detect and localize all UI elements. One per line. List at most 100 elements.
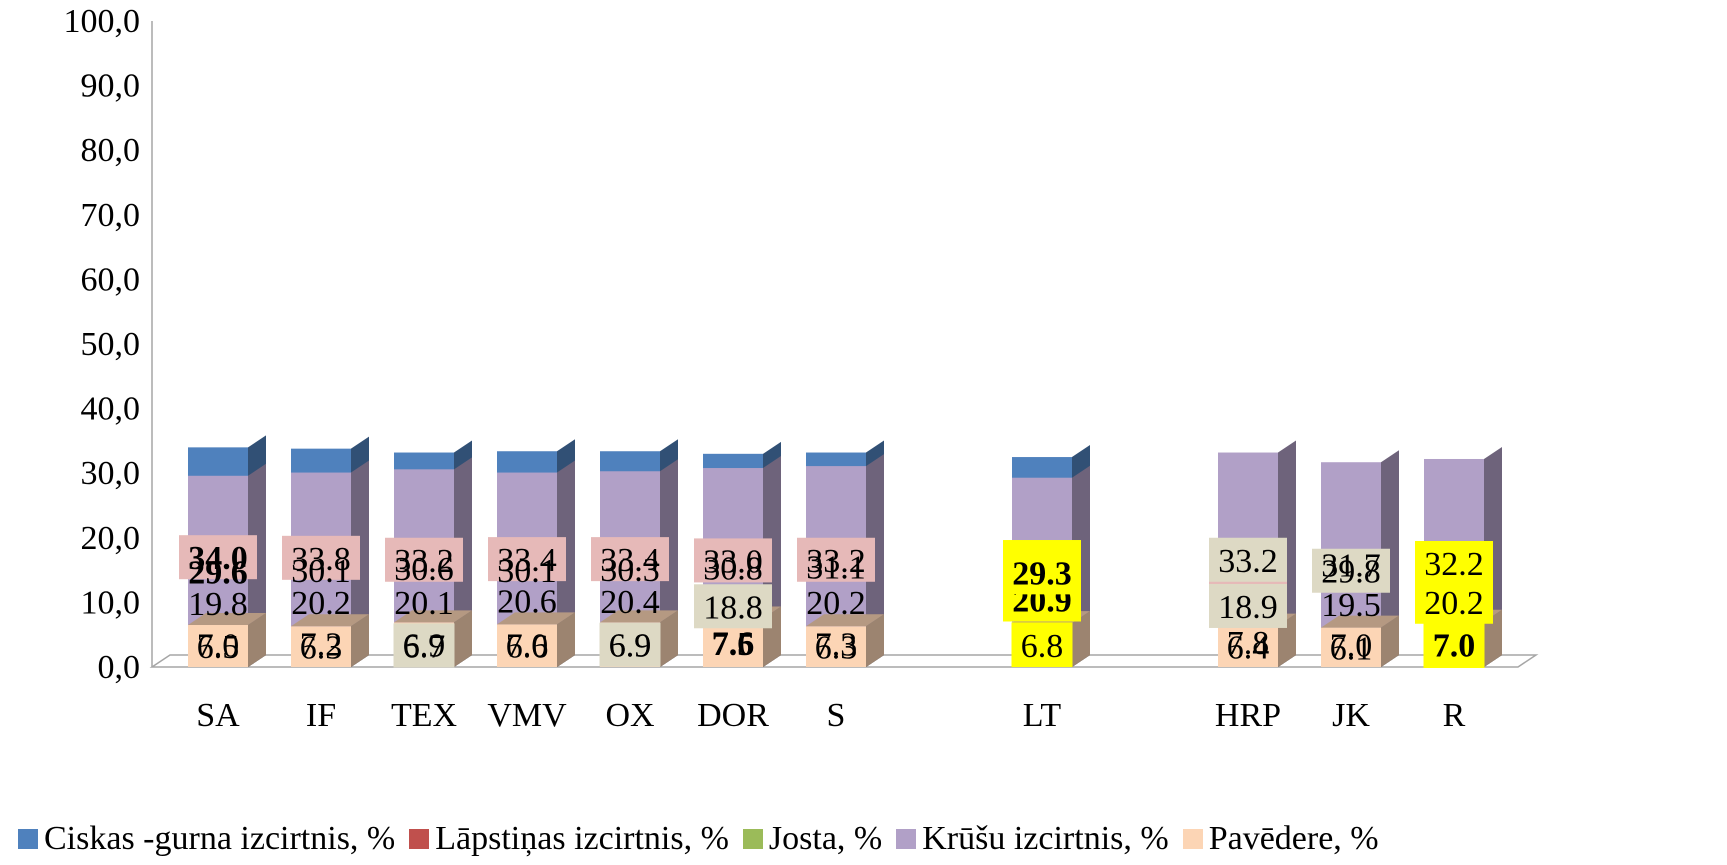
data-label: 6.9 <box>599 622 661 667</box>
bar-segment <box>291 614 369 667</box>
data-label-bg <box>385 537 463 582</box>
data-label-text: 33.2 <box>806 543 866 580</box>
data-label: 30.3 <box>600 552 660 589</box>
data-label-text: 6.4 <box>1227 629 1270 666</box>
bar-segment <box>1321 615 1399 667</box>
data-label-bg <box>1209 537 1287 582</box>
data-label: 6.9 <box>403 628 446 665</box>
data-label: 33.2 <box>1209 537 1287 582</box>
x-category-label: JK <box>1332 697 1370 734</box>
y-tick-label: 100,0 <box>64 3 141 40</box>
data-label-text: 6.1 <box>1330 630 1373 667</box>
data-label: 6.1 <box>1330 630 1373 667</box>
data-label: 6.5 <box>197 629 240 666</box>
x-category-label: LT <box>1023 697 1062 734</box>
data-label-bg <box>393 623 455 668</box>
data-label: 20.2 <box>1415 579 1493 624</box>
data-label-text: 29.6 <box>188 554 248 591</box>
data-label-text: 7.6 <box>712 625 755 662</box>
data-label-text: 30.6 <box>394 551 454 588</box>
data-label-text: 20.4 <box>600 584 660 621</box>
data-label: 7.3 <box>815 626 858 663</box>
data-label-text: 18.8 <box>703 589 763 626</box>
data-label-text: 33.2 <box>394 543 454 580</box>
data-label-text: 30.8 <box>703 551 763 588</box>
data-label: 7.0 <box>197 627 240 664</box>
data-label-text: 33.8 <box>291 541 351 578</box>
data-label-text: 7.0 <box>506 627 549 664</box>
data-label: 20.1 <box>394 585 454 622</box>
legend-item: Pavēdere, % <box>1182 820 1379 858</box>
data-label-text: 30.3 <box>600 552 660 589</box>
data-label: 31.1 <box>806 550 866 587</box>
y-tick-label: 70,0 <box>81 197 141 234</box>
bar-side <box>1072 611 1090 667</box>
data-label-text: 19.5 <box>1321 587 1381 624</box>
x-category-label: OX <box>605 697 654 734</box>
bar-segment <box>806 614 884 667</box>
data-label-text: 18.9 <box>1218 589 1278 626</box>
x-category-label: IF <box>306 697 336 734</box>
data-label: 30.8 <box>703 551 763 588</box>
data-label: 20.6 <box>497 583 557 620</box>
data-label-text: 29.8 <box>1321 554 1381 591</box>
legend-label: Lāpstiņas izcirtnis, % <box>435 820 729 857</box>
x-category-label: S <box>827 697 846 734</box>
x-category-label: VMV <box>487 697 567 734</box>
data-label-text: 7.5 <box>712 626 755 663</box>
bar-front <box>806 626 866 667</box>
data-label: 7.8 <box>1227 625 1270 662</box>
bar-front <box>188 625 248 667</box>
data-label: 29.6 <box>188 554 248 591</box>
data-label: 33.2 <box>385 537 463 582</box>
data-label-text: 20.2 <box>291 585 351 622</box>
data-label-text: 33.4 <box>600 542 660 579</box>
data-label-bg <box>1415 579 1493 624</box>
data-label-text: 34.0 <box>188 540 248 577</box>
legend-label: Ciskas -gurna izcirtnis, % <box>44 820 396 857</box>
data-label-text: 6.3 <box>300 630 343 667</box>
data-label-text: 6.9 <box>609 628 652 665</box>
data-label-text: 31.1 <box>806 550 866 587</box>
y-tick-label: 40,0 <box>81 391 141 428</box>
bar-side <box>454 610 472 667</box>
data-label-bg <box>797 537 875 582</box>
data-label: 6.7 <box>393 623 455 668</box>
y-tick-label: 50,0 <box>81 326 141 363</box>
bar-top <box>188 613 266 626</box>
data-label: 6.3 <box>815 630 858 667</box>
data-label-text: 31.7 <box>1321 548 1381 585</box>
data-label: 19.5 <box>1321 587 1381 624</box>
data-label: 7.6 <box>712 625 755 662</box>
data-label-text: 33.4 <box>497 542 557 579</box>
data-label: 31.7 <box>1321 548 1381 585</box>
legend-swatch <box>409 829 430 849</box>
data-label: 7.2 <box>300 627 343 664</box>
data-label: 20.2 <box>806 585 866 622</box>
legend-item: Ciskas -gurna izcirtnis, % <box>18 820 395 858</box>
y-tick-label: 60,0 <box>81 261 141 298</box>
bar-top <box>1321 615 1399 628</box>
y-tick-label: 80,0 <box>81 132 141 169</box>
legend-label: Josta, % <box>768 820 883 857</box>
data-label-text: 19.8 <box>188 586 248 623</box>
x-category-label: DOR <box>697 697 769 734</box>
data-label: 20.4 <box>600 584 660 621</box>
data-label-bg <box>282 535 360 580</box>
data-label-text: 7.2 <box>300 627 343 664</box>
data-label-text: 32.2 <box>1424 546 1484 583</box>
data-label: 30.6 <box>394 551 454 588</box>
data-label: 33.4 <box>591 537 669 582</box>
legend-swatch <box>896 829 917 849</box>
data-label-text: 6.5 <box>197 629 240 666</box>
data-label-text: 20.2 <box>1424 585 1484 622</box>
data-label-bg <box>694 584 772 629</box>
data-label-text: 20.6 <box>497 583 557 620</box>
data-label-bg <box>1312 548 1390 593</box>
data-label-text: 6.9 <box>403 628 446 665</box>
bar-side <box>1381 615 1399 667</box>
bar-front <box>1218 625 1278 667</box>
legend-swatch <box>742 829 763 849</box>
data-label-bg <box>591 537 669 582</box>
data-label: 19.8 <box>188 586 248 623</box>
